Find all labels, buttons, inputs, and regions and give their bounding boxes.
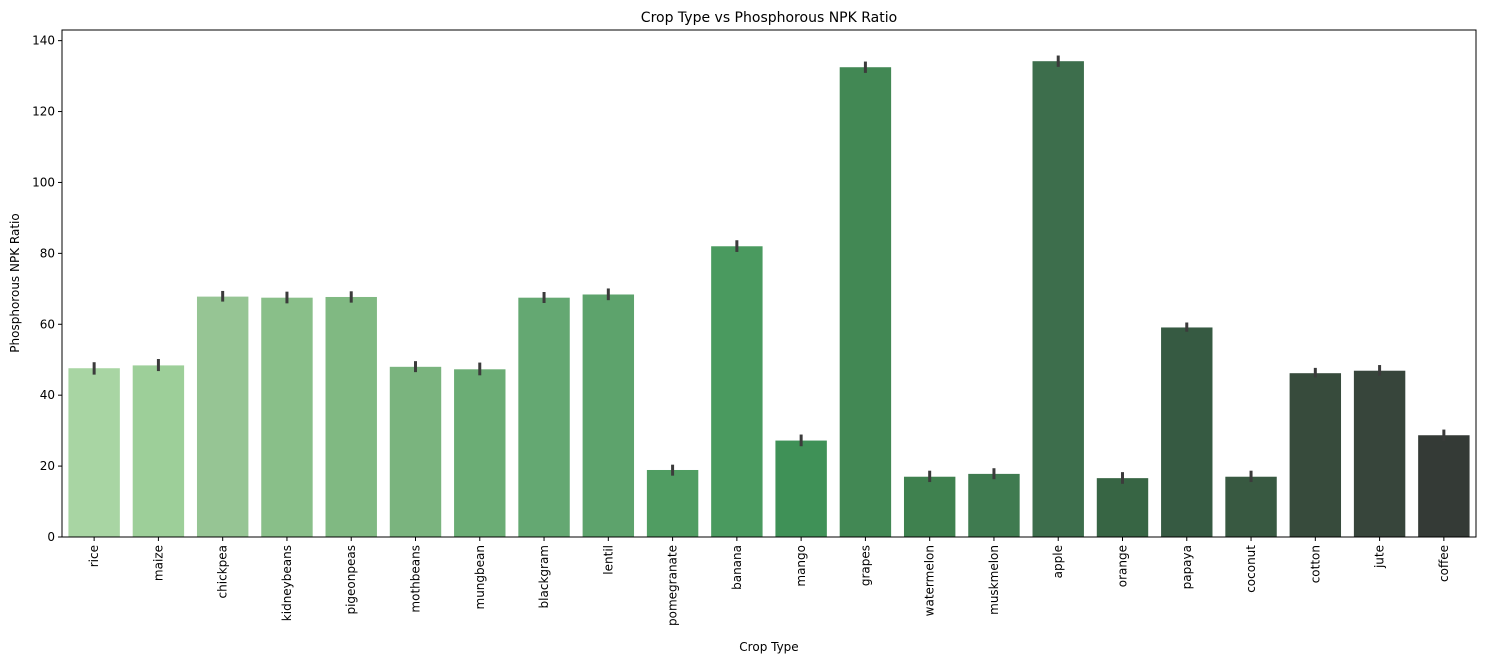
bar-lentil — [582, 294, 635, 537]
x-tick-label-maize: maize — [151, 545, 165, 581]
x-tick-label-cotton: cotton — [1308, 545, 1322, 583]
bar-papaya — [1161, 327, 1213, 537]
x-tick-label-kidneybeans: kidneybeans — [280, 545, 294, 621]
bar-coffee — [1418, 435, 1470, 537]
y-tick-label-40: 40 — [40, 388, 55, 402]
bar-apple — [1032, 61, 1084, 537]
x-tick-label-watermelon: watermelon — [923, 545, 937, 616]
x-tick-label-blackgram: blackgram — [537, 545, 551, 608]
bar-maize — [132, 365, 185, 537]
y-axis: 0 20 40 60 80 100 120 140 — [32, 34, 62, 544]
x-axis: rice maize chickpea kidneybeans pigeonpeas mo… — [87, 537, 1451, 626]
x-tick-label-lentil: lentil — [601, 545, 615, 575]
x-tick-label-grapes: grapes — [858, 545, 872, 586]
x-tick-label-mothbeans: mothbeans — [409, 545, 423, 613]
y-tick-label-60: 60 — [40, 317, 55, 331]
x-axis-label: Crop Type — [739, 640, 798, 654]
x-tick-label-apple: apple — [1051, 545, 1065, 578]
bar-mothbeans — [389, 366, 442, 537]
x-tick-label-mungbean: mungbean — [473, 545, 487, 609]
x-tick-label-pigeonpeas: pigeonpeas — [344, 545, 358, 615]
bar-mango — [775, 440, 827, 537]
y-tick-label-80: 80 — [40, 246, 55, 260]
error-bars-group — [92, 55, 1446, 484]
bar-rice — [68, 368, 120, 537]
bar-orange — [1096, 478, 1149, 537]
bar-blackgram — [518, 297, 570, 537]
bars-group — [68, 61, 1470, 538]
x-tick-label-banana: banana — [730, 545, 744, 590]
bar-coconut — [1225, 476, 1277, 537]
y-tick-label-0: 0 — [47, 530, 55, 544]
x-tick-label-papaya: papaya — [1180, 545, 1194, 589]
y-tick-label-140: 140 — [32, 34, 55, 48]
bar-jute — [1353, 370, 1406, 537]
bar-muskmelon — [968, 473, 1020, 537]
bar-mungbean — [454, 369, 506, 537]
x-tick-label-coffee: coffee — [1437, 545, 1451, 582]
y-tick-label-120: 120 — [32, 105, 55, 119]
x-tick-label-chickpea: chickpea — [216, 545, 230, 598]
x-tick-label-rice: rice — [87, 545, 101, 567]
bar-kidneybeans — [261, 297, 313, 537]
x-tick-label-mango: mango — [794, 545, 808, 587]
x-tick-label-pomegranate: pomegranate — [666, 545, 680, 626]
bar-watermelon — [903, 476, 956, 537]
bar-pomegranate — [646, 469, 699, 537]
bar-grapes — [839, 67, 892, 538]
x-tick-label-coconut: coconut — [1244, 545, 1258, 593]
x-tick-label-jute: jute — [1373, 545, 1387, 569]
y-tick-label-20: 20 — [40, 459, 55, 473]
bar-banana — [711, 246, 763, 538]
x-tick-label-orange: orange — [1116, 545, 1130, 587]
y-axis-label: Phosphorous NPK Ratio — [8, 213, 22, 352]
bar-pigeonpeas — [325, 296, 377, 537]
bar-chickpea — [196, 296, 249, 537]
plot-frame — [61, 29, 1477, 538]
chart-title: Crop Type vs Phosphorous NPK Ratio — [641, 10, 897, 26]
bar-cotton — [1289, 373, 1342, 537]
y-tick-label-100: 100 — [32, 175, 55, 189]
x-tick-label-muskmelon: muskmelon — [987, 545, 1001, 615]
